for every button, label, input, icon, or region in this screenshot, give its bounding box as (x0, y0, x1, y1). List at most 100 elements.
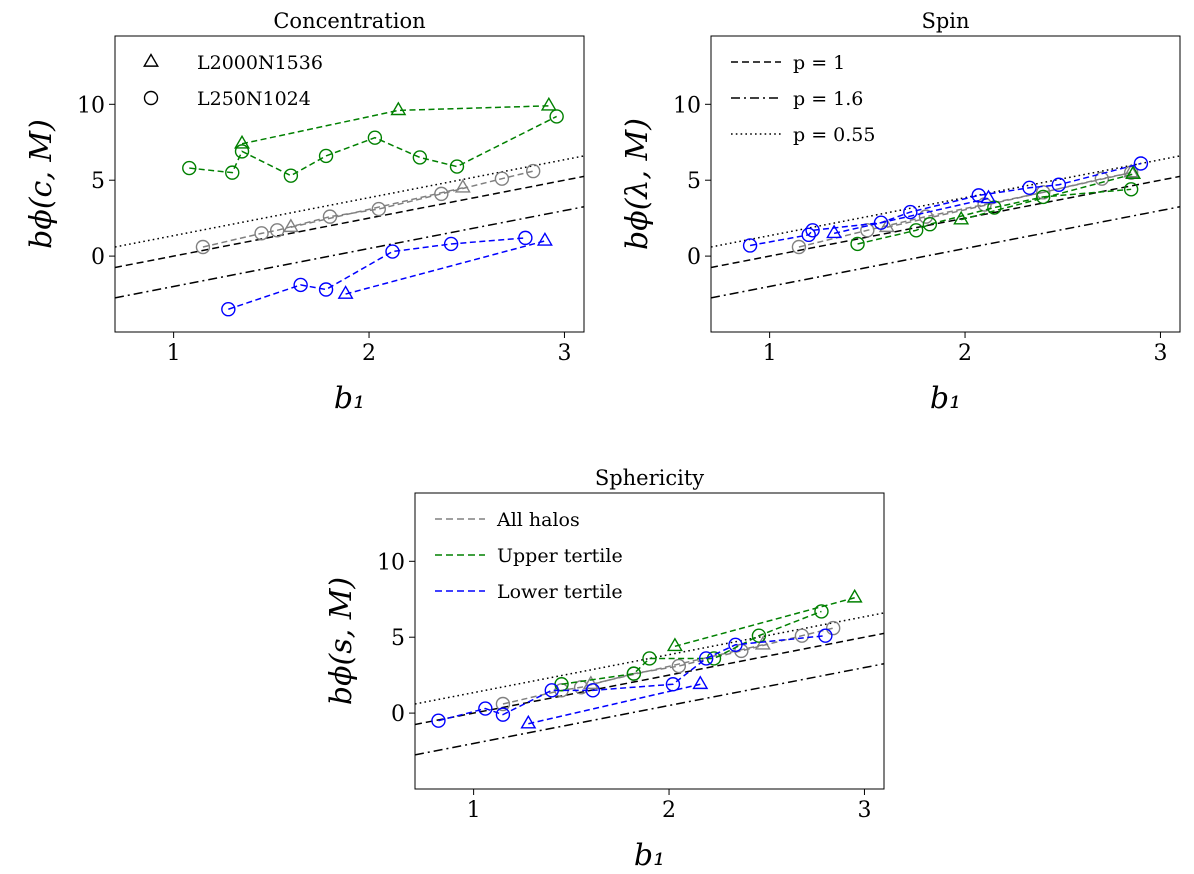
data-point (536, 232, 553, 246)
data-point (814, 604, 829, 619)
series-line-6 (833, 197, 989, 235)
x-axis-label: b₁ (930, 381, 961, 416)
data-point (791, 239, 807, 255)
series-line-4 (960, 173, 1134, 221)
chart-panel-2: Spin 1 2 3 0 5 10 b₁ bϕ(λ, M) p = 1 p = 1.6 p = 0.5… (620, 9, 1181, 416)
data-point (283, 168, 299, 183)
series-line-2 (290, 187, 464, 228)
plot-area (711, 155, 1180, 299)
data-point (918, 209, 934, 224)
data-point (860, 223, 875, 238)
series-line-5 (438, 634, 826, 722)
data-point (540, 96, 557, 111)
data-point (873, 215, 889, 230)
series-line-3 (857, 188, 1132, 245)
reference-line-1 (711, 175, 1180, 269)
data-point (520, 714, 537, 729)
data-point (666, 637, 683, 652)
axes-frame (114, 35, 585, 333)
y-tick-label: 0 (687, 245, 701, 270)
x-tick-label: 3 (857, 798, 871, 823)
y-tick-label: 10 (77, 93, 105, 118)
data-point (908, 223, 924, 238)
data-point (525, 163, 541, 179)
data-point (692, 675, 709, 690)
data-point (742, 238, 758, 253)
data-point (431, 713, 446, 728)
x-axis-label: b₁ (334, 381, 365, 416)
data-point (282, 218, 299, 233)
data-point (805, 223, 820, 238)
x-tick-label: 3 (1153, 341, 1167, 366)
x-tick-label: 1 (763, 341, 777, 366)
plot-area (115, 96, 584, 317)
data-point (1123, 163, 1140, 178)
data-point (195, 239, 211, 255)
data-point (449, 159, 465, 174)
reference-line-3 (711, 155, 1180, 248)
x-axis-label: b₁ (634, 838, 665, 873)
data-point (953, 210, 970, 225)
data-point (454, 178, 471, 193)
data-point (318, 282, 334, 297)
data-point (1051, 177, 1067, 192)
series-line-1 (202, 170, 534, 248)
series-line-3 (561, 610, 822, 686)
series-line-6 (345, 240, 546, 295)
legend: p = 1 p = 1.6 p = 0.55 (731, 52, 875, 146)
data-point (728, 637, 743, 652)
data-point (478, 701, 493, 716)
reference-line-3 (415, 612, 884, 705)
legend-label: p = 1.6 (793, 88, 863, 110)
x-tick-label: 1 (167, 341, 181, 366)
series-line-5 (749, 162, 1142, 247)
data-point (903, 204, 918, 220)
reference-line-3 (115, 155, 584, 248)
y-tick-label: 10 (673, 93, 701, 118)
x-tick-label: 1 (467, 798, 481, 823)
plot-area (415, 588, 884, 756)
data-point (322, 209, 338, 224)
data-point (1094, 171, 1110, 186)
data-point (626, 666, 642, 681)
data-point (367, 130, 383, 145)
y-tick-label: 5 (391, 626, 405, 651)
data-point (582, 675, 599, 690)
reference-line-2 (711, 206, 1180, 299)
chart-title: Spin (921, 9, 969, 33)
legend-label: p = 1 (793, 52, 845, 74)
data-point (794, 628, 810, 643)
y-tick-label: 0 (391, 702, 405, 727)
data-point (390, 101, 407, 116)
data-point (585, 683, 601, 698)
y-tick-label: 10 (377, 550, 405, 575)
x-tick-label: 2 (958, 341, 972, 366)
legend: All halos Upper tertile Lower tertile (435, 509, 623, 603)
data-point (980, 189, 997, 204)
data-point (221, 302, 236, 317)
data-point (385, 244, 400, 259)
y-tick-label: 5 (687, 169, 701, 194)
chart-title: Concentration (273, 9, 425, 33)
data-point (1123, 182, 1139, 197)
data-point (642, 651, 657, 666)
reference-line-1 (115, 175, 584, 269)
legend-label: L2000N1536 (197, 52, 323, 74)
series-line-3 (189, 115, 557, 177)
data-point (182, 160, 197, 176)
data-point (1125, 165, 1142, 179)
axes-frame (414, 492, 885, 790)
data-point (671, 658, 687, 674)
data-point (698, 651, 714, 666)
y-tick-label: 5 (91, 169, 105, 194)
data-point (495, 696, 511, 712)
data-point (412, 150, 428, 165)
data-point (337, 285, 354, 299)
data-point (1022, 180, 1037, 195)
data-point (1133, 156, 1149, 171)
series-line-4 (674, 597, 855, 648)
data-point (434, 186, 449, 202)
legend-label: L250N1024 (197, 88, 311, 110)
axes-frame (710, 35, 1181, 333)
